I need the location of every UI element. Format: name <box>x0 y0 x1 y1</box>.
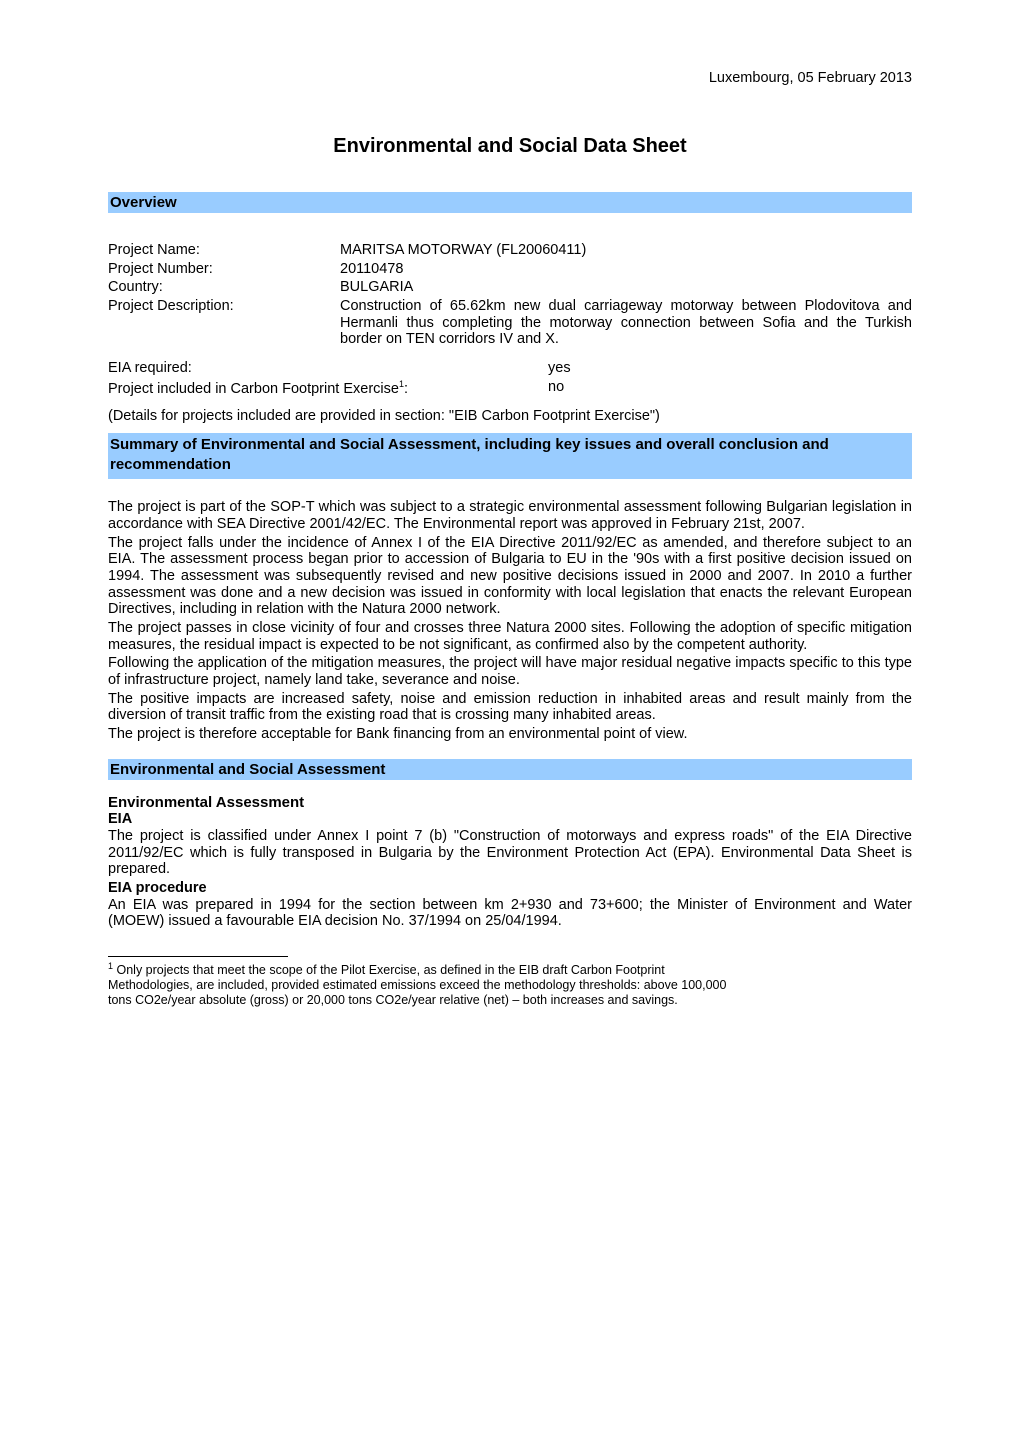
row-country: Country: BULGARIA <box>108 278 912 297</box>
carbon-label-suffix: : <box>404 380 408 396</box>
footnote-rule <box>108 956 288 957</box>
overview-table-2: EIA required: yes Project included in Ca… <box>108 359 912 398</box>
overview-details-note: (Details for projects included are provi… <box>108 408 912 425</box>
footnote-line-1: 1 Only projects that meet the scope of t… <box>108 961 912 978</box>
eia-text: The project is classified under Annex I … <box>108 828 912 878</box>
project-description-value: Construction of 65.62km new dual carriag… <box>340 297 912 349</box>
row-eia-required: EIA required: yes <box>108 359 912 378</box>
eia-required-label: EIA required: <box>108 359 548 378</box>
carbon-label-prefix: Project included in Carbon Footprint Exe… <box>108 380 399 396</box>
header-location-date: Luxembourg, 05 February 2013 <box>108 70 912 87</box>
summary-p2: The project falls under the incidence of… <box>108 535 912 618</box>
project-description-label: Project Description: <box>108 297 340 349</box>
row-project-description: Project Description: Construction of 65.… <box>108 297 912 349</box>
summary-p5: The positive impacts are increased safet… <box>108 691 912 724</box>
document-title: Environmental and Social Data Sheet <box>108 135 912 158</box>
country-value: BULGARIA <box>340 278 912 297</box>
environmental-assessment-subheading: Environmental Assessment <box>108 794 912 811</box>
country-label: Country: <box>108 278 340 297</box>
section-overview-heading: Overview <box>108 192 912 213</box>
project-number-value: 20110478 <box>340 260 912 279</box>
eia-procedure-label: EIA procedure <box>108 880 912 897</box>
project-number-label: Project Number: <box>108 260 340 279</box>
summary-p4: Following the application of the mitigat… <box>108 655 912 688</box>
row-carbon-footprint: Project included in Carbon Footprint Exe… <box>108 378 912 399</box>
section-assessment-heading: Environmental and Social Assessment <box>108 759 912 780</box>
summary-p1: The project is part of the SOP-T which w… <box>108 499 912 532</box>
carbon-footprint-label: Project included in Carbon Footprint Exe… <box>108 378 548 399</box>
footnote-text-1: Only projects that meet the scope of the… <box>113 963 665 977</box>
eia-required-value: yes <box>548 359 912 378</box>
project-name-value: MARITSA MOTORWAY (FL20060411) <box>340 241 912 260</box>
footnote-line-2: Methodologies, are included, provided es… <box>108 978 912 993</box>
section-summary-heading: Summary of Environmental and Social Asse… <box>108 433 912 480</box>
summary-p3: The project passes in close vicinity of … <box>108 620 912 653</box>
eia-procedure-text: An EIA was prepared in 1994 for the sect… <box>108 897 912 930</box>
footnote-line-3: tons CO2e/year absolute (gross) or 20,00… <box>108 993 912 1008</box>
eia-label: EIA <box>108 811 912 828</box>
project-name-label: Project Name: <box>108 241 340 260</box>
row-project-name: Project Name: MARITSA MOTORWAY (FL200604… <box>108 241 912 260</box>
carbon-footprint-value: no <box>548 378 912 399</box>
row-project-number: Project Number: 20110478 <box>108 260 912 279</box>
overview-table: Project Name: MARITSA MOTORWAY (FL200604… <box>108 241 912 349</box>
summary-p6: The project is therefore acceptable for … <box>108 726 912 743</box>
